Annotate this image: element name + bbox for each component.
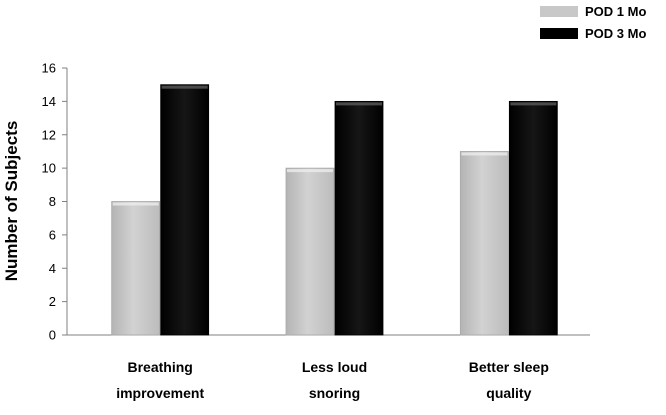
y-tick-label: 10 bbox=[42, 161, 56, 176]
y-tick-label: 6 bbox=[49, 227, 56, 242]
y-tick-label: 0 bbox=[49, 328, 56, 343]
x-category-label: Breathing bbox=[127, 359, 192, 375]
x-category-label: Better sleep bbox=[469, 359, 549, 375]
y-tick-label: 8 bbox=[49, 194, 56, 209]
y-tick-label: 16 bbox=[42, 61, 56, 76]
legend-swatch-1 bbox=[540, 6, 578, 17]
x-axis-labels: Breathing improvement Less loud snoring Bett… bbox=[116, 359, 549, 401]
bar-pod-3-mo-0 bbox=[160, 84, 210, 336]
bar-pod-1-mo-1 bbox=[285, 167, 335, 336]
bar-top-highlight bbox=[510, 102, 557, 106]
x-category-label: improvement bbox=[116, 385, 204, 401]
legend-label-2: POD 3 Mo bbox=[585, 26, 646, 41]
y-tick-label: 12 bbox=[42, 127, 56, 142]
bar-top-highlight bbox=[461, 152, 508, 156]
bars bbox=[111, 84, 558, 336]
legend-swatch-2 bbox=[540, 28, 578, 39]
bar-top-highlight bbox=[287, 169, 333, 173]
y-axis-title: Number of Subjects bbox=[2, 121, 21, 282]
y-tick-label: 14 bbox=[42, 94, 56, 109]
bar-top-highlight bbox=[112, 202, 159, 206]
bar-pod-1-mo-2 bbox=[459, 151, 509, 336]
legend: POD 1 Mo POD 3 Mo bbox=[540, 4, 646, 41]
bar-top-highlight bbox=[336, 102, 382, 106]
x-category-label: snoring bbox=[309, 385, 360, 401]
x-category-label: quality bbox=[486, 385, 531, 401]
y-tick-label: 2 bbox=[49, 294, 56, 309]
x-category-label: Less loud bbox=[302, 359, 367, 375]
y-tick-label: 4 bbox=[49, 261, 56, 276]
bar-pod-1-mo-0 bbox=[111, 201, 161, 336]
bar-top-highlight bbox=[161, 85, 208, 89]
legend-label-1: POD 1 Mo bbox=[585, 4, 646, 19]
bar-pod-3-mo-1 bbox=[334, 100, 384, 336]
bar-pod-3-mo-2 bbox=[508, 100, 558, 336]
